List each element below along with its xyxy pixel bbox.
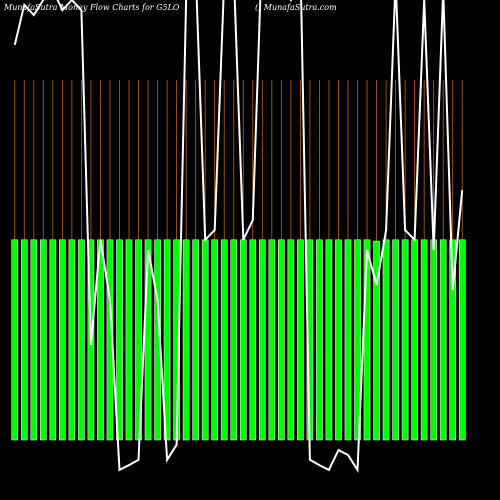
bar [30, 239, 38, 441]
bar [249, 239, 257, 441]
bar [430, 239, 438, 441]
bar [239, 239, 247, 441]
bar [49, 239, 57, 441]
bar [201, 239, 209, 441]
chart-subtitle: () MunafaSutra.com [255, 3, 337, 12]
bar [297, 239, 304, 441]
bar [335, 239, 342, 441]
bar [382, 239, 390, 441]
bar [439, 239, 447, 441]
bar [420, 239, 428, 441]
bar [59, 239, 66, 441]
bar [78, 239, 85, 441]
bar [344, 239, 352, 441]
bar [163, 239, 171, 441]
bar [125, 239, 133, 441]
bar [20, 239, 28, 441]
bar [458, 239, 466, 441]
bar [11, 239, 19, 441]
bar [401, 239, 409, 441]
bar [392, 239, 399, 441]
bar [192, 239, 200, 441]
bar [354, 239, 361, 441]
bar [220, 239, 228, 441]
money-flow-line [13, 0, 464, 474]
bar [316, 239, 323, 441]
bar [411, 239, 418, 441]
bar [258, 239, 266, 441]
bar [211, 239, 219, 441]
bar [277, 239, 285, 441]
bar [182, 239, 190, 441]
bar [268, 239, 276, 441]
bar [144, 239, 152, 441]
bar [449, 239, 457, 441]
bar [230, 239, 238, 441]
bar [68, 239, 76, 441]
bar [287, 239, 295, 441]
chart-title: MunafaSutra Money Flow Charts for G5LO [3, 3, 180, 12]
bar [39, 239, 47, 441]
bar [373, 240, 380, 441]
bar [116, 239, 123, 441]
bar [325, 239, 333, 441]
